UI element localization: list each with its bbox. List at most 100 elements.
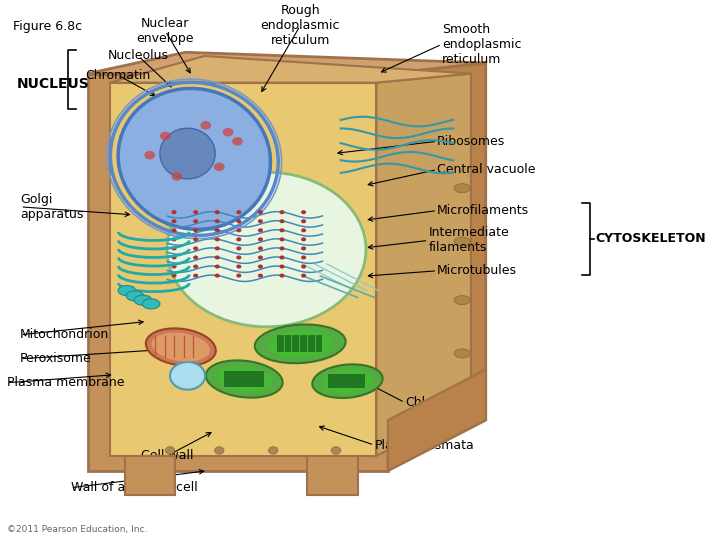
Text: Chloroplast: Chloroplast bbox=[405, 396, 475, 409]
Ellipse shape bbox=[322, 369, 373, 393]
Circle shape bbox=[279, 210, 284, 214]
Ellipse shape bbox=[454, 295, 470, 305]
Circle shape bbox=[279, 228, 284, 232]
Circle shape bbox=[301, 265, 306, 268]
Ellipse shape bbox=[312, 364, 382, 398]
Circle shape bbox=[171, 210, 176, 214]
Bar bbox=[341, 374, 347, 388]
Circle shape bbox=[258, 238, 263, 241]
Polygon shape bbox=[388, 369, 486, 471]
Circle shape bbox=[258, 274, 263, 278]
Text: ©2011 Pearson Education, Inc.: ©2011 Pearson Education, Inc. bbox=[6, 524, 147, 534]
Circle shape bbox=[236, 255, 241, 260]
Circle shape bbox=[258, 265, 263, 268]
Text: Microtubules: Microtubules bbox=[437, 264, 517, 278]
Circle shape bbox=[301, 228, 306, 232]
Circle shape bbox=[236, 238, 241, 241]
Ellipse shape bbox=[146, 328, 216, 366]
Bar bbox=[243, 371, 251, 387]
Text: NUCLEUS: NUCLEUS bbox=[17, 77, 89, 91]
Circle shape bbox=[215, 255, 220, 260]
Text: Mitochondrion: Mitochondrion bbox=[20, 328, 109, 341]
Bar bbox=[353, 374, 359, 388]
Bar bbox=[315, 335, 323, 352]
Circle shape bbox=[279, 255, 284, 260]
Ellipse shape bbox=[217, 366, 272, 393]
Circle shape bbox=[171, 238, 176, 241]
Bar bbox=[257, 371, 264, 387]
Circle shape bbox=[279, 246, 284, 251]
Polygon shape bbox=[377, 73, 471, 456]
Circle shape bbox=[215, 219, 220, 223]
Polygon shape bbox=[110, 83, 377, 456]
Polygon shape bbox=[388, 63, 486, 471]
Circle shape bbox=[269, 447, 278, 454]
Circle shape bbox=[236, 246, 241, 251]
Circle shape bbox=[171, 246, 176, 251]
Bar bbox=[307, 335, 315, 352]
Circle shape bbox=[258, 246, 263, 251]
Circle shape bbox=[215, 447, 224, 454]
Text: CYTOSKELETON: CYTOSKELETON bbox=[595, 232, 706, 245]
Circle shape bbox=[171, 274, 176, 278]
Circle shape bbox=[166, 447, 175, 454]
Circle shape bbox=[279, 274, 284, 278]
Bar bbox=[276, 335, 284, 352]
Circle shape bbox=[279, 265, 284, 268]
Circle shape bbox=[279, 238, 284, 241]
Circle shape bbox=[171, 255, 176, 260]
Bar bbox=[359, 374, 365, 388]
Text: Wall of adjacent cell: Wall of adjacent cell bbox=[71, 481, 197, 494]
Text: Golgi
apparatus: Golgi apparatus bbox=[20, 193, 84, 221]
Circle shape bbox=[214, 163, 225, 171]
Ellipse shape bbox=[118, 286, 135, 295]
Circle shape bbox=[193, 255, 198, 260]
Bar bbox=[284, 335, 292, 352]
Ellipse shape bbox=[454, 349, 470, 358]
Circle shape bbox=[160, 132, 171, 140]
Circle shape bbox=[301, 255, 306, 260]
Ellipse shape bbox=[143, 299, 160, 309]
Circle shape bbox=[193, 274, 198, 278]
Circle shape bbox=[193, 238, 198, 241]
Ellipse shape bbox=[454, 237, 470, 246]
Bar bbox=[335, 374, 341, 388]
Circle shape bbox=[301, 238, 306, 241]
Bar bbox=[300, 335, 307, 352]
Ellipse shape bbox=[268, 330, 333, 358]
Bar bbox=[237, 371, 244, 387]
Bar bbox=[292, 335, 299, 352]
Circle shape bbox=[170, 362, 205, 390]
Circle shape bbox=[258, 210, 263, 214]
Bar bbox=[328, 374, 336, 388]
Text: Nuclear
envelope: Nuclear envelope bbox=[137, 17, 194, 45]
Circle shape bbox=[215, 246, 220, 251]
Ellipse shape bbox=[255, 325, 346, 363]
Circle shape bbox=[215, 274, 220, 278]
Circle shape bbox=[193, 246, 198, 251]
Bar bbox=[224, 371, 230, 387]
Circle shape bbox=[171, 265, 176, 268]
Text: Nucleolus: Nucleolus bbox=[108, 50, 168, 63]
Ellipse shape bbox=[206, 360, 283, 397]
Ellipse shape bbox=[151, 333, 210, 361]
Circle shape bbox=[215, 238, 220, 241]
Circle shape bbox=[145, 151, 156, 159]
Ellipse shape bbox=[167, 172, 366, 327]
Circle shape bbox=[193, 210, 198, 214]
Text: Figure 6.8c: Figure 6.8c bbox=[14, 21, 83, 33]
Circle shape bbox=[236, 219, 241, 223]
Ellipse shape bbox=[454, 184, 470, 193]
Polygon shape bbox=[88, 52, 486, 73]
Polygon shape bbox=[110, 56, 471, 83]
Circle shape bbox=[171, 172, 182, 181]
Text: Peroxisome: Peroxisome bbox=[20, 352, 92, 365]
Circle shape bbox=[222, 128, 233, 137]
Circle shape bbox=[236, 228, 241, 232]
Bar bbox=[250, 371, 257, 387]
Text: Smooth
endoplasmic
reticulum: Smooth endoplasmic reticulum bbox=[442, 23, 521, 66]
Circle shape bbox=[301, 274, 306, 278]
Bar bbox=[346, 374, 354, 388]
Circle shape bbox=[301, 219, 306, 223]
Text: Microfilaments: Microfilaments bbox=[437, 204, 529, 217]
